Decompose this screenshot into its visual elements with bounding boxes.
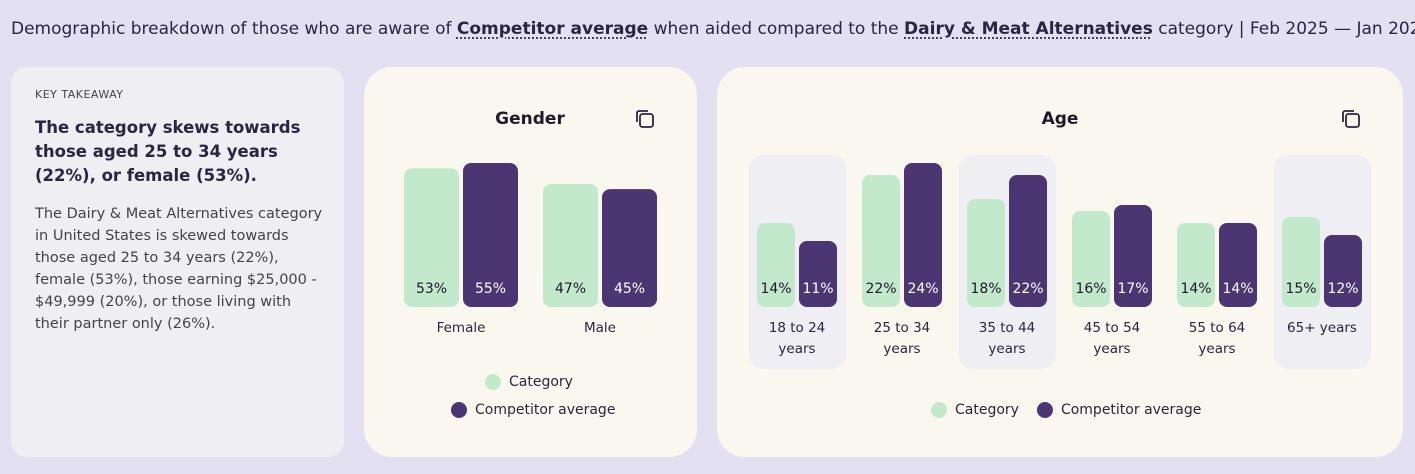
bar-value-label: 22% (865, 281, 896, 297)
legend-label: Competitor average (475, 402, 615, 418)
chart-title: Gender (495, 109, 565, 129)
bar (602, 189, 657, 307)
category-label: Male (584, 320, 616, 336)
bar-value-label: 12% (1327, 281, 1358, 297)
bar-value-label: 18% (970, 281, 1001, 297)
bar-value-label: 14% (760, 281, 791, 297)
legend-label: Category (955, 402, 1019, 418)
bar-value-label: 16% (1075, 281, 1106, 297)
bar (1177, 223, 1215, 307)
category-label: 35 to 44 years (978, 320, 1036, 357)
bar-value-label: 15% (1285, 281, 1316, 297)
bar (1219, 223, 1257, 307)
bar (1114, 205, 1152, 307)
takeaway-body: The Dairy & Meat Alternatives category i… (35, 206, 323, 332)
header-text: when aided compared to the (648, 19, 905, 39)
category-label: 65+ years (1287, 320, 1357, 336)
bar (1009, 175, 1047, 307)
bar-value-label: 55% (475, 281, 506, 297)
legend-swatch (451, 402, 467, 418)
bar (904, 163, 942, 307)
bar (463, 163, 518, 307)
bar (404, 168, 459, 307)
chart-title: Age (1042, 109, 1079, 129)
bar (862, 175, 900, 307)
bar-value-label: 17% (1117, 281, 1148, 297)
category-label: 18 to 24 years (768, 320, 826, 357)
bar-value-label: 45% (614, 281, 645, 297)
copy-button[interactable] (636, 110, 654, 128)
bar (1282, 217, 1320, 307)
category-label: 45 to 54 years (1083, 320, 1141, 357)
bar-value-label: 14% (1180, 281, 1211, 297)
takeaway-label: KEY TAKEAWAY (35, 88, 124, 101)
age-card (717, 67, 1403, 457)
bar-value-label: 47% (555, 281, 586, 297)
bar-value-label: 53% (416, 281, 447, 297)
bar (1072, 211, 1110, 307)
legend-swatch (485, 374, 501, 390)
bar-value-label: 14% (1222, 281, 1253, 297)
legend-swatch (931, 402, 947, 418)
header-text: Demographic breakdown of those who are a… (11, 19, 457, 39)
bar (543, 183, 598, 307)
takeaway-heading: The category skews towards those aged 25… (35, 118, 301, 185)
legend-label: Competitor average (1061, 402, 1201, 418)
header-text: category | Feb 2025 — Jan 2026 (1152, 19, 1415, 39)
takeaway-card: KEY TAKEAWAY The category skews towards … (11, 67, 344, 457)
highlight-band (1274, 155, 1371, 369)
header-link[interactable]: Dairy & Meat Alternatives (904, 19, 1153, 39)
header-link[interactable]: Competitor average (456, 19, 649, 39)
category-label: Female (436, 320, 486, 336)
bar (1324, 235, 1362, 307)
page-header: Demographic breakdown of those who are a… (11, 19, 1415, 39)
category-label: 55 to 64 years (1188, 320, 1246, 357)
legend-label: Category (509, 374, 573, 390)
bar-value-label: 22% (1012, 281, 1043, 297)
bar (799, 241, 837, 307)
legend-swatch (1036, 402, 1053, 418)
bar-value-label: 24% (907, 281, 938, 297)
highlight-band (749, 155, 846, 369)
bar-value-label: 11% (802, 281, 833, 297)
bar (967, 199, 1005, 307)
category-label: 25 to 34 years (873, 320, 931, 357)
copy-button[interactable] (1342, 110, 1360, 128)
gender-card (364, 67, 697, 457)
bar (757, 223, 795, 307)
